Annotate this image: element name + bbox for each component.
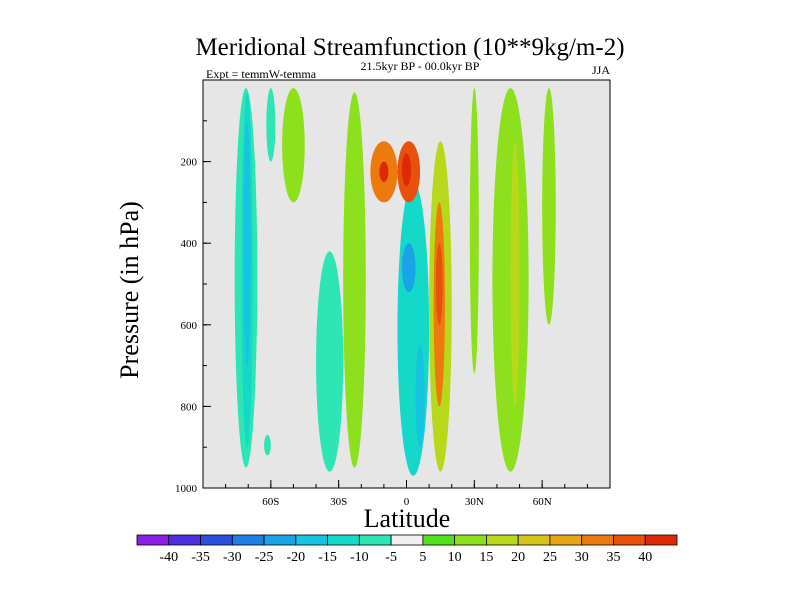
colorbar-swatch (358, 534, 392, 546)
colorbar-label: -15 (318, 550, 337, 565)
region-sh-upper-band (266, 88, 276, 162)
colorbar-swatch (263, 534, 297, 546)
colorbar-label: -35 (191, 550, 210, 565)
colorbar-swatch (486, 534, 519, 546)
colorbar-swatch (168, 534, 201, 546)
colorbar-swatch (422, 534, 456, 546)
contour-regions (234, 88, 556, 476)
region-nh-outer-positive (469, 88, 479, 374)
colorbar: -40 -35 -30 -25 -20 -15 -10 -5 5 10 15 20 25 30 35 40 (136, 534, 678, 565)
colorbar-label: -10 (350, 550, 369, 565)
y-tick-label: 400 (181, 238, 198, 250)
colorbar-label: 40 (638, 550, 652, 565)
region-nh-polar-positive (542, 88, 556, 325)
colorbar-swatch (136, 534, 170, 546)
period-label: 21.5kyr BP - 00.0kyr BP (361, 59, 480, 73)
colorbar-label: -5 (385, 550, 397, 565)
region-sh-polar-inner (243, 120, 251, 366)
chart-title: Meridional Streamfunction (10**9kg/m-2) (195, 34, 624, 61)
x-axis-title: Latitude (364, 504, 451, 533)
region-hadley-sh-lower (415, 345, 425, 448)
region-nh-midlat-positive (492, 88, 529, 472)
x-tick-label: 30N (465, 496, 484, 508)
experiment-label: Expt = temmW-temma (206, 67, 317, 81)
colorbar-label: 5 (419, 550, 426, 565)
region-nh-midlat-core (510, 141, 520, 407)
colorbar-label: -25 (255, 550, 274, 565)
colorbar-label: 35 (606, 550, 620, 565)
colorbar-label: 15 (479, 550, 493, 565)
x-tick-label: 0 (404, 496, 410, 508)
colorbar-label: 30 (575, 550, 589, 565)
y-axis-title: Pressure (in hPa) (115, 201, 144, 379)
y-tick-label: 600 (181, 320, 198, 332)
colorbar-swatch (454, 534, 487, 546)
colorbar-label: -40 (159, 550, 178, 565)
colorbar-swatch (549, 534, 583, 546)
colorbar-swatch (613, 534, 646, 546)
x-tick-label: 30S (330, 496, 347, 508)
colorbar-swatch (390, 534, 424, 546)
y-tick-label: 1000 (175, 483, 198, 495)
season-label: JJA (592, 63, 610, 77)
region-upper-dipole-left-core (379, 161, 389, 182)
colorbar-swatch (231, 534, 265, 546)
colorbar-label: -30 (223, 550, 242, 565)
colorbar-label: 10 (448, 550, 462, 565)
colorbar-label: 25 (543, 550, 557, 565)
region-sh-mid-positive (282, 88, 305, 203)
x-axis: 60S 30S 0 30N 60N (225, 480, 588, 508)
y-tick-label: 200 (181, 157, 198, 169)
colorbar-swatch (295, 534, 328, 546)
colorbar-swatch (644, 534, 678, 546)
region-hadley-sh-negative (397, 182, 430, 476)
region-sh-small-patch (264, 434, 271, 456)
colorbar-swatch (581, 534, 614, 546)
colorbar-swatch (517, 534, 551, 546)
region-nh-subtropic-inner (435, 243, 443, 325)
y-tick-label: 800 (181, 401, 198, 413)
colorbar-label: 20 (511, 550, 525, 565)
y-axis: 200 400 600 800 1000 (175, 120, 211, 495)
colorbar-label: -20 (286, 550, 305, 565)
region-upper-dipole-right-core (401, 153, 412, 187)
region-sh-midlat-band (316, 251, 344, 472)
colorbar-swatch (327, 534, 360, 546)
region-tropics-upper-positive (343, 92, 366, 468)
x-tick-label: 60N (533, 496, 552, 508)
region-hadley-sh-core (401, 243, 416, 293)
x-tick-label: 60S (262, 496, 279, 508)
colorbar-swatch (200, 534, 233, 546)
